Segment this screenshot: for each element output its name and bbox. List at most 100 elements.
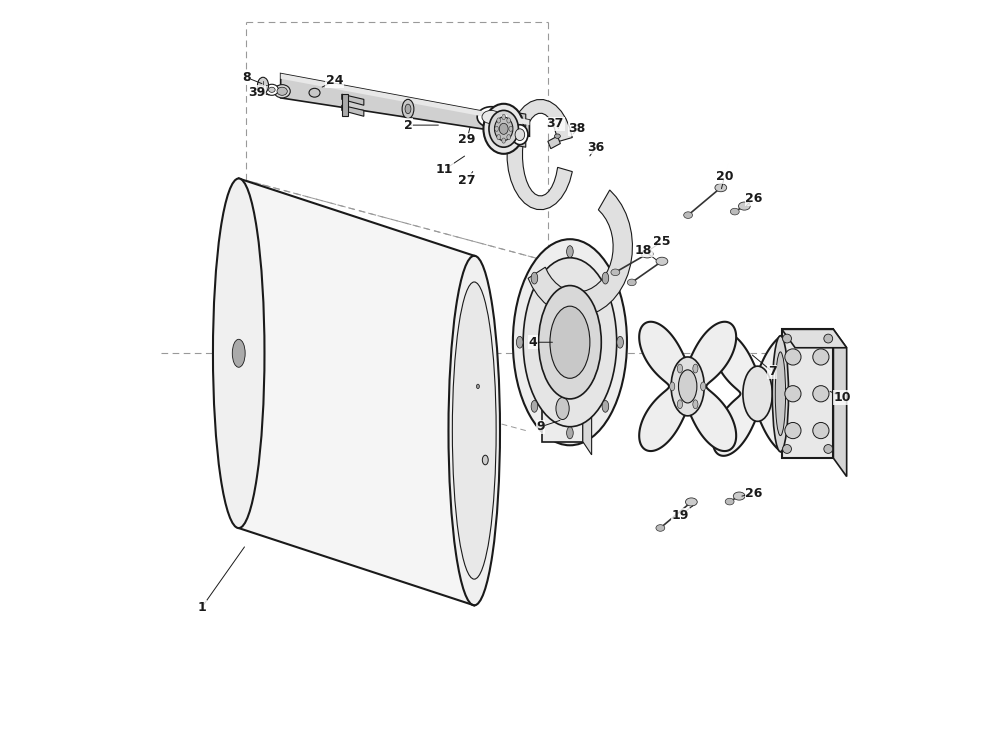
Polygon shape bbox=[507, 99, 572, 210]
Ellipse shape bbox=[772, 336, 789, 452]
Ellipse shape bbox=[701, 382, 706, 391]
Ellipse shape bbox=[641, 250, 653, 258]
Text: 20: 20 bbox=[716, 170, 733, 183]
Polygon shape bbox=[493, 109, 526, 127]
Text: 38: 38 bbox=[569, 122, 586, 135]
Polygon shape bbox=[583, 375, 592, 455]
Ellipse shape bbox=[269, 88, 275, 93]
Text: 36: 36 bbox=[587, 141, 604, 154]
Ellipse shape bbox=[265, 84, 278, 96]
Polygon shape bbox=[281, 74, 529, 125]
Ellipse shape bbox=[516, 336, 523, 348]
Polygon shape bbox=[493, 129, 526, 147]
Ellipse shape bbox=[783, 445, 791, 453]
Text: 8: 8 bbox=[242, 71, 250, 84]
Ellipse shape bbox=[531, 400, 538, 412]
Text: 25: 25 bbox=[653, 235, 671, 248]
Ellipse shape bbox=[725, 498, 734, 505]
Ellipse shape bbox=[738, 202, 750, 210]
Polygon shape bbox=[833, 330, 847, 477]
Polygon shape bbox=[281, 74, 529, 136]
Ellipse shape bbox=[483, 104, 524, 154]
Ellipse shape bbox=[567, 427, 573, 439]
Ellipse shape bbox=[405, 105, 411, 113]
Ellipse shape bbox=[277, 87, 287, 96]
Ellipse shape bbox=[507, 118, 511, 123]
Ellipse shape bbox=[497, 118, 501, 123]
Polygon shape bbox=[782, 330, 833, 458]
Ellipse shape bbox=[495, 127, 498, 132]
Ellipse shape bbox=[785, 349, 801, 365]
Ellipse shape bbox=[602, 272, 609, 284]
Ellipse shape bbox=[824, 334, 833, 343]
Ellipse shape bbox=[531, 272, 538, 284]
Ellipse shape bbox=[502, 114, 506, 120]
Text: 39: 39 bbox=[248, 85, 266, 99]
Ellipse shape bbox=[813, 349, 829, 365]
Ellipse shape bbox=[733, 492, 745, 500]
Polygon shape bbox=[542, 375, 583, 442]
Ellipse shape bbox=[509, 127, 513, 132]
Ellipse shape bbox=[539, 286, 601, 399]
Polygon shape bbox=[639, 322, 736, 451]
Ellipse shape bbox=[743, 367, 772, 422]
Text: 37: 37 bbox=[547, 117, 564, 130]
Ellipse shape bbox=[678, 370, 697, 403]
Ellipse shape bbox=[670, 382, 675, 391]
Ellipse shape bbox=[693, 364, 698, 373]
Ellipse shape bbox=[677, 400, 683, 408]
Ellipse shape bbox=[785, 386, 801, 402]
Ellipse shape bbox=[499, 124, 508, 135]
Ellipse shape bbox=[489, 110, 518, 147]
Ellipse shape bbox=[556, 397, 569, 420]
Text: 10: 10 bbox=[833, 391, 851, 404]
Ellipse shape bbox=[617, 336, 623, 348]
Ellipse shape bbox=[671, 357, 704, 416]
Ellipse shape bbox=[213, 179, 264, 528]
Ellipse shape bbox=[494, 117, 513, 141]
Ellipse shape bbox=[502, 138, 506, 144]
Ellipse shape bbox=[309, 88, 320, 97]
Ellipse shape bbox=[730, 208, 739, 215]
Text: 27: 27 bbox=[458, 174, 476, 187]
Text: 9: 9 bbox=[536, 420, 545, 434]
Ellipse shape bbox=[813, 422, 829, 439]
Ellipse shape bbox=[611, 269, 620, 276]
Ellipse shape bbox=[715, 183, 727, 191]
Text: 11: 11 bbox=[436, 163, 454, 176]
Text: 18: 18 bbox=[635, 244, 652, 257]
Ellipse shape bbox=[482, 110, 500, 124]
Ellipse shape bbox=[448, 256, 500, 605]
Ellipse shape bbox=[482, 455, 488, 465]
Ellipse shape bbox=[232, 339, 245, 367]
Ellipse shape bbox=[477, 107, 505, 127]
Ellipse shape bbox=[497, 135, 501, 140]
Ellipse shape bbox=[515, 129, 525, 141]
Ellipse shape bbox=[627, 279, 636, 286]
Ellipse shape bbox=[402, 99, 414, 118]
Ellipse shape bbox=[685, 498, 697, 506]
Ellipse shape bbox=[507, 135, 511, 140]
Ellipse shape bbox=[476, 384, 479, 389]
Ellipse shape bbox=[656, 258, 668, 265]
Ellipse shape bbox=[513, 239, 627, 445]
Polygon shape bbox=[528, 190, 632, 316]
Ellipse shape bbox=[813, 386, 829, 402]
Ellipse shape bbox=[554, 134, 560, 138]
Ellipse shape bbox=[783, 334, 791, 343]
Text: 2: 2 bbox=[404, 118, 412, 132]
Ellipse shape bbox=[785, 422, 801, 439]
Polygon shape bbox=[782, 330, 847, 348]
Ellipse shape bbox=[452, 282, 496, 579]
Ellipse shape bbox=[602, 400, 609, 412]
Polygon shape bbox=[501, 115, 507, 119]
Ellipse shape bbox=[567, 246, 573, 258]
Text: 1: 1 bbox=[198, 601, 206, 614]
Text: 29: 29 bbox=[458, 133, 476, 146]
Polygon shape bbox=[342, 105, 364, 116]
Ellipse shape bbox=[512, 124, 528, 144]
Ellipse shape bbox=[274, 85, 290, 98]
Polygon shape bbox=[548, 136, 560, 149]
Ellipse shape bbox=[824, 445, 833, 453]
Ellipse shape bbox=[523, 258, 617, 427]
